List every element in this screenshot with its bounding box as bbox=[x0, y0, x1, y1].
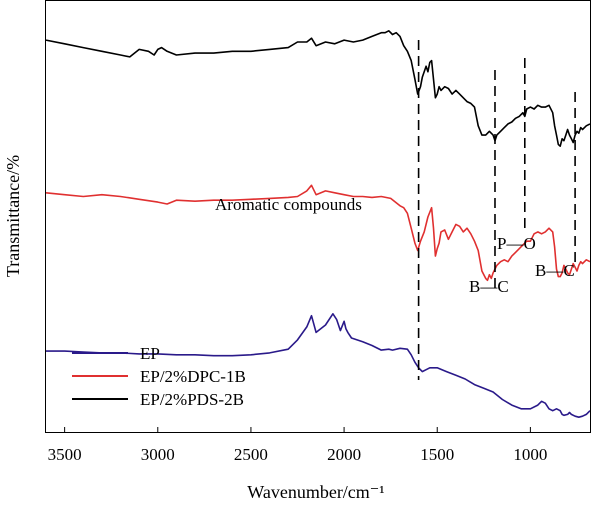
legend: EP EP/2%DPC-1B EP/2%PDS-2B bbox=[72, 344, 246, 409]
annotation-po: P—O bbox=[497, 234, 536, 253]
legend-label-dpc: EP/2%DPC-1B bbox=[140, 367, 246, 386]
x-tick-label-0: 3500 bbox=[48, 445, 82, 464]
annotation-bc-2: B—C bbox=[535, 261, 575, 280]
annotation-aromatic: Aromatic compounds bbox=[215, 195, 362, 214]
x-tick-label-1: 3000 bbox=[141, 445, 175, 464]
series-line-2 bbox=[45, 29, 591, 147]
x-tick-label-5: 1000 bbox=[513, 445, 547, 464]
series-line-1 bbox=[45, 184, 591, 282]
series-line-0 bbox=[46, 312, 591, 419]
x-tick-label-2: 2500 bbox=[234, 445, 268, 464]
legend-label-pds: EP/2%PDS-2B bbox=[140, 390, 244, 409]
x-axis-ticks: 3500 3000 2500 2000 1500 1000 bbox=[48, 427, 547, 464]
x-tick-label-4: 1500 bbox=[420, 445, 454, 464]
band-marker-lines bbox=[417, 40, 576, 380]
plot-frame bbox=[45, 0, 591, 433]
x-axis-title: Wavenumber/cm⁻¹ bbox=[247, 482, 384, 502]
legend-label-ep: EP bbox=[140, 344, 160, 363]
y-axis-title: Transmittance/% bbox=[3, 155, 23, 277]
annotation-bc-1: B—C bbox=[469, 277, 509, 296]
spectra-group bbox=[45, 29, 591, 419]
x-tick-label-3: 2000 bbox=[327, 445, 361, 464]
